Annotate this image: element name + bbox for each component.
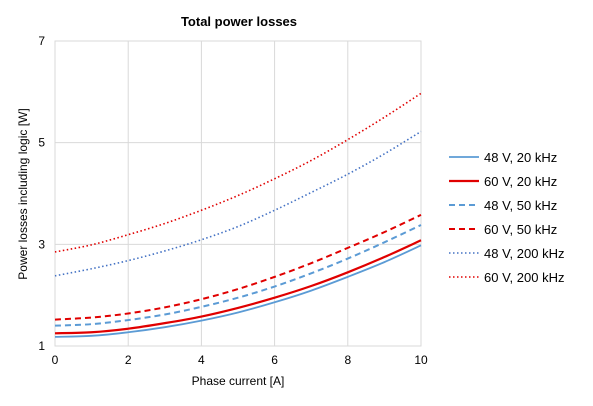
- legend-label: 48 V, 20 kHz: [484, 150, 557, 165]
- legend-label: 48 V, 200 kHz: [484, 246, 564, 261]
- legend-label: 60 V, 50 kHz: [484, 222, 557, 237]
- x-tick-label: 4: [198, 353, 205, 367]
- series-line-3: [54, 224, 422, 327]
- x-tick-label: 0: [52, 353, 59, 367]
- series-line-1: [54, 244, 422, 338]
- x-tick-label: 10: [414, 353, 428, 367]
- series-line-4: [54, 213, 422, 321]
- y-tick-label: 3: [38, 237, 45, 251]
- y-tick-labels: 1 3 5 7: [38, 34, 45, 353]
- y-tick-label: 1: [38, 339, 45, 353]
- y-axis-label: Power losses including logic [W]: [16, 108, 30, 279]
- series-layer: [54, 92, 422, 338]
- x-axis-label: Phase current [A]: [192, 374, 285, 388]
- legend-label: 48 V, 50 kHz: [484, 198, 557, 213]
- series-line-6: [54, 92, 422, 253]
- chart-title: Total power losses: [181, 14, 297, 29]
- x-tick-label: 2: [125, 353, 132, 367]
- plot-area-frame: [54, 40, 422, 347]
- x-tick-label: 6: [271, 353, 278, 367]
- y-tick-label: 5: [38, 136, 45, 150]
- legend-label: 60 V, 20 kHz: [484, 174, 557, 189]
- legend-label: 60 V, 200 kHz: [484, 270, 564, 285]
- x-tick-label: 8: [344, 353, 351, 367]
- x-tick-labels: 0 2 4 6 8 10: [52, 353, 428, 367]
- series-line-2: [54, 239, 422, 335]
- y-tick-label: 7: [38, 34, 45, 48]
- legend: 48 V, 20 kHz 60 V, 20 kHz 48 V, 50 kHz 60 V…: [449, 150, 564, 285]
